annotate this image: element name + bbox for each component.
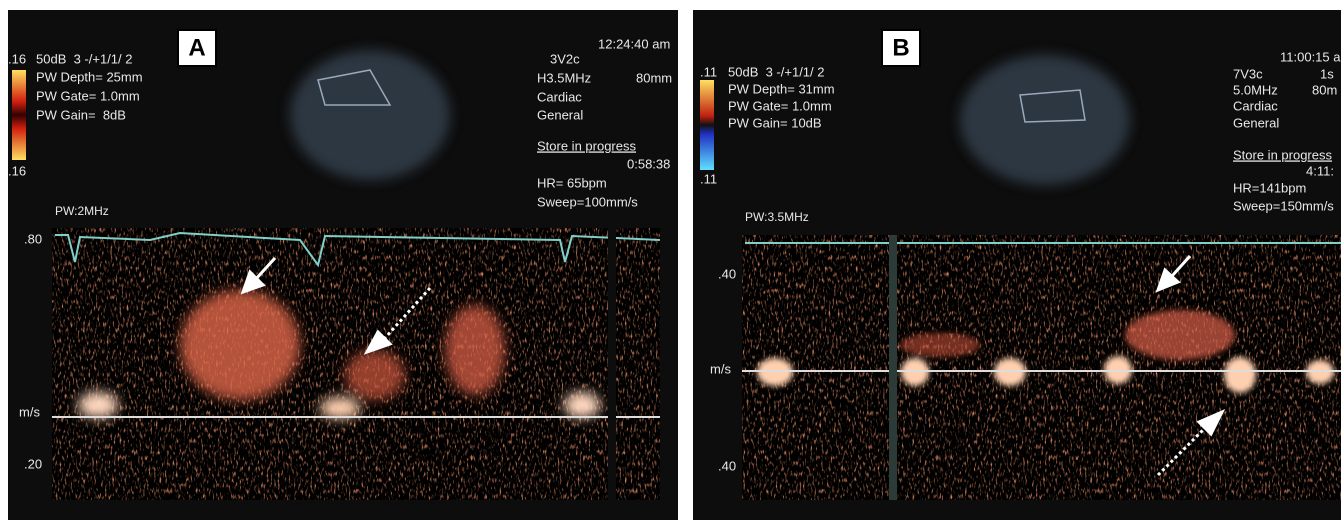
- mode: General: [1233, 115, 1279, 130]
- axis-unit: m/s: [710, 361, 731, 376]
- store-status: Store in progress: [537, 138, 636, 153]
- depth: PW Depth= 25mm: [36, 69, 143, 84]
- preset: Cardiac: [1233, 98, 1278, 113]
- panel-label: A: [188, 34, 205, 61]
- color-scale: [12, 70, 26, 160]
- range: 80mm: [636, 70, 672, 85]
- scale-top: .11: [700, 64, 717, 79]
- flow: [564, 392, 600, 418]
- axis-top: .80: [24, 231, 42, 246]
- scale-bottom: .16: [8, 163, 26, 178]
- flow: [900, 333, 980, 357]
- panel-b: B .11 50dB 3 -/+1/1/ 2 PW Depth= 31mm PW…: [693, 10, 1341, 520]
- gate: PW Gate= 1.0mm: [36, 88, 140, 103]
- flow: [1125, 310, 1235, 360]
- probe: 7V3c: [1233, 66, 1263, 81]
- scale-top: .16: [8, 51, 26, 66]
- timer: 4:11:: [1306, 163, 1334, 178]
- frequency: 5.0MHz: [1233, 82, 1278, 97]
- color-scale: [700, 80, 714, 170]
- depth: PW Depth= 31mm: [728, 81, 835, 96]
- figure: A .16 50dB 3 -/+1/1/ 2 PW Depth= 25mm PW…: [0, 0, 1341, 522]
- panel-a: A .16 50dB 3 -/+1/1/ 2 PW Depth= 25mm PW…: [8, 10, 678, 520]
- heart-rate: HR= 65bpm: [537, 175, 607, 190]
- settings: 50dB 3 -/+1/1/ 2: [728, 64, 824, 79]
- flow: [320, 397, 360, 419]
- clock: 12:24:40 am: [598, 36, 670, 51]
- store-status: Store in progress: [1233, 147, 1332, 162]
- settings: 50dB 3 -/+1/1/ 2: [36, 51, 132, 66]
- flow: [180, 290, 300, 400]
- sweep-marker: [608, 228, 616, 500]
- sweep-marker: [889, 235, 897, 500]
- gain: PW Gain= 8dB: [36, 107, 126, 122]
- flow: [78, 392, 118, 418]
- flow: [1224, 357, 1256, 393]
- axis-bottom: .40: [718, 458, 736, 473]
- scale-bottom: .11: [700, 171, 717, 186]
- mode: General: [537, 107, 583, 122]
- pw-frequency: PW:3.5MHz: [745, 210, 809, 224]
- heart-rate: HR=141bpm: [1233, 180, 1306, 195]
- sweep: Sweep=100mm/s: [537, 194, 638, 209]
- gain: PW Gain= 10dB: [728, 115, 822, 130]
- frequency: H3.5MHz: [537, 70, 591, 85]
- flow: [345, 350, 405, 400]
- axis-top: .40: [718, 266, 736, 281]
- axis-unit: m/s: [19, 404, 40, 419]
- gate: PW Gate= 1.0mm: [728, 98, 832, 113]
- pw-frequency: PW:2MHz: [55, 204, 109, 218]
- sweep: Sweep=150mm/s: [1233, 198, 1334, 213]
- timer: 0:58:38: [627, 156, 670, 171]
- clock: 11:00:15 a: [1280, 49, 1341, 64]
- range: 80m: [1312, 82, 1337, 97]
- ultrasound-image: [960, 55, 1130, 185]
- frame: 1s: [1320, 66, 1334, 81]
- probe: 3V2c: [550, 51, 580, 66]
- panel-label: B: [892, 34, 909, 61]
- flow: [445, 305, 505, 395]
- preset: Cardiac: [537, 89, 582, 104]
- axis-bottom: .20: [24, 456, 42, 471]
